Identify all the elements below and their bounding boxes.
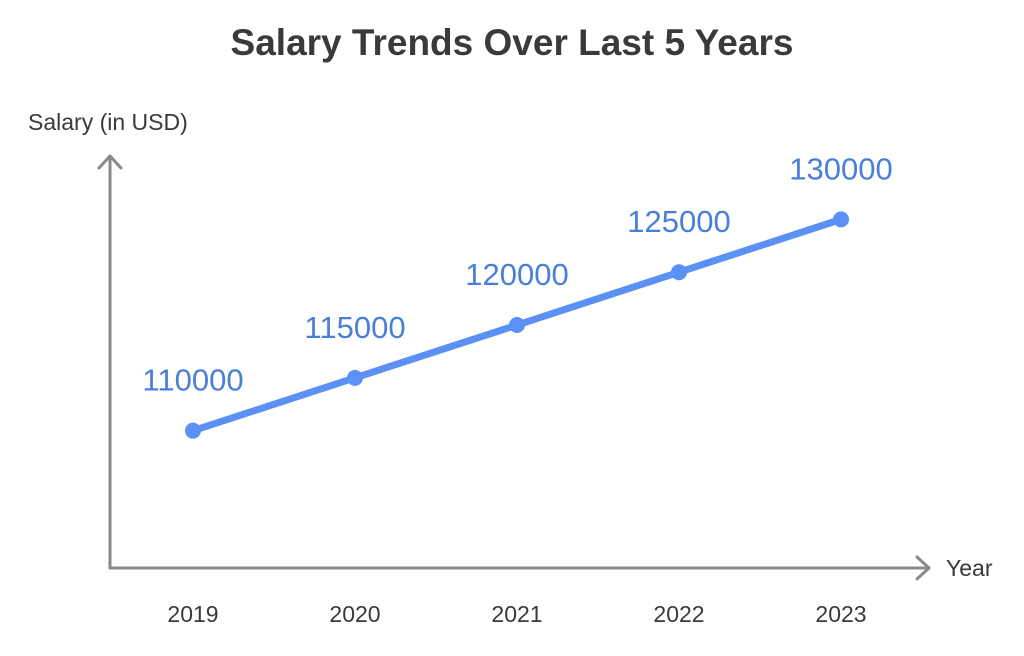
data-point-2023 — [833, 211, 849, 228]
series-layer: 110000 115000 120000 125000 130000 — [142, 151, 893, 439]
y-axis-arrow-icon — [97, 154, 123, 170]
data-point-2020 — [347, 369, 363, 386]
data-point-2022 — [671, 264, 687, 281]
x-axis-arrow-icon — [915, 555, 931, 581]
data-label-2023: 130000 — [789, 151, 892, 186]
x-tick-label-2020: 2020 — [329, 601, 380, 627]
y-axis-label: Salary (in USD) — [28, 109, 188, 135]
data-point-2021 — [509, 317, 525, 334]
x-tick-labels: 2019 2020 2021 2022 2023 — [167, 601, 866, 627]
data-label-2021: 120000 — [465, 257, 568, 292]
x-axis-label: Year — [946, 555, 993, 581]
data-point-2019 — [185, 422, 201, 439]
data-label-2020: 115000 — [304, 310, 405, 345]
x-tick-label-2021: 2021 — [491, 601, 542, 627]
data-label-2022: 125000 — [627, 204, 730, 239]
chart-title: Salary Trends Over Last 5 Years — [230, 22, 794, 63]
x-tick-label-2022: 2022 — [653, 601, 704, 627]
data-label-2019: 110000 — [142, 363, 243, 398]
x-tick-label-2023: 2023 — [815, 601, 866, 627]
x-tick-label-2019: 2019 — [167, 601, 218, 627]
